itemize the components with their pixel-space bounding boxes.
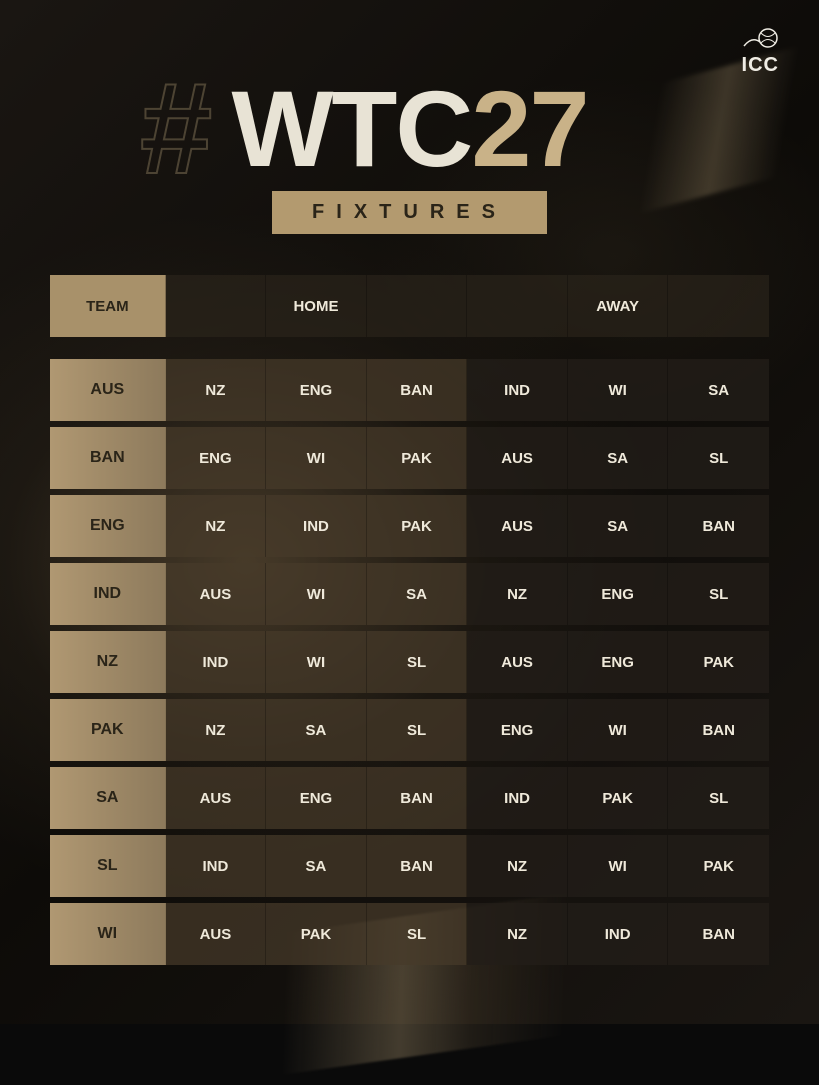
title-year: 27 (471, 68, 587, 189)
away-opponent-cell: IND (568, 903, 669, 965)
home-opponent-cell: NZ (166, 359, 267, 421)
home-opponent-cell: IND (266, 495, 367, 557)
team-cell: SA (50, 767, 166, 829)
table-row: SAAUSENGBANINDPAKSL (50, 767, 769, 829)
away-opponent-cell: AUS (467, 495, 568, 557)
table-row: AUSNZENGBANINDWISA (50, 359, 769, 421)
home-opponent-cell: BAN (367, 359, 468, 421)
title-prefix: WTC (231, 68, 471, 189)
table-row: INDAUSWISANZENGSL (50, 563, 769, 625)
away-opponent-cell: AUS (467, 631, 568, 693)
header-away-blank (668, 275, 769, 337)
away-opponent-cell: SL (668, 563, 769, 625)
team-cell: ENG (50, 495, 166, 557)
header-home: HOME (266, 275, 367, 337)
table-row: SLINDSABANNZWIPAK (50, 835, 769, 897)
away-opponent-cell: SA (568, 495, 669, 557)
table-row: WIAUSPAKSLNZINDBAN (50, 903, 769, 965)
home-opponent-cell: IND (166, 835, 267, 897)
team-cell: PAK (50, 699, 166, 761)
home-opponent-cell: SA (367, 563, 468, 625)
home-opponent-cell: NZ (166, 495, 267, 557)
home-opponent-cell: AUS (166, 767, 267, 829)
home-opponent-cell: SA (266, 699, 367, 761)
home-opponent-cell: WI (266, 631, 367, 693)
header-away-blank (467, 275, 568, 337)
table-row: PAKNZSASLENGWIBAN (50, 699, 769, 761)
fixtures-table: TEAM HOME AWAY AUSNZENGBANINDWISABANENGW… (50, 275, 769, 971)
away-opponent-cell: WI (568, 359, 669, 421)
away-opponent-cell: ENG (568, 563, 669, 625)
header-away: AWAY (568, 275, 669, 337)
team-cell: BAN (50, 427, 166, 489)
home-opponent-cell: SL (367, 903, 468, 965)
home-opponent-cell: ENG (266, 359, 367, 421)
main-title: WTC27 (0, 75, 819, 183)
table-row: NZINDWISLAUSENGPAK (50, 631, 769, 693)
home-opponent-cell: ENG (166, 427, 267, 489)
subtitle-badge: FIXTURES (272, 191, 547, 234)
away-opponent-cell: NZ (467, 903, 568, 965)
home-opponent-cell: ENG (266, 767, 367, 829)
home-opponent-cell: IND (166, 631, 267, 693)
header-home-blank (367, 275, 468, 337)
home-opponent-cell: BAN (367, 835, 468, 897)
away-opponent-cell: ENG (467, 699, 568, 761)
away-opponent-cell: NZ (467, 835, 568, 897)
away-opponent-cell: SA (668, 359, 769, 421)
team-cell: AUS (50, 359, 166, 421)
away-opponent-cell: PAK (568, 767, 669, 829)
away-opponent-cell: BAN (668, 699, 769, 761)
away-opponent-cell: BAN (668, 903, 769, 965)
away-opponent-cell: IND (467, 359, 568, 421)
header-team: TEAM (50, 275, 166, 337)
home-opponent-cell: NZ (166, 699, 267, 761)
table-row: BANENGWIPAKAUSSASL (50, 427, 769, 489)
away-opponent-cell: ENG (568, 631, 669, 693)
home-opponent-cell: PAK (367, 495, 468, 557)
home-opponent-cell: AUS (166, 903, 267, 965)
team-cell: IND (50, 563, 166, 625)
home-opponent-cell: SL (367, 699, 468, 761)
cricket-ball-icon (742, 28, 778, 52)
away-opponent-cell: PAK (668, 631, 769, 693)
home-opponent-cell: WI (266, 563, 367, 625)
home-opponent-cell: WI (266, 427, 367, 489)
away-opponent-cell: NZ (467, 563, 568, 625)
home-opponent-cell: AUS (166, 563, 267, 625)
icc-logo-text: ICC (742, 54, 779, 77)
home-opponent-cell: BAN (367, 767, 468, 829)
away-opponent-cell: AUS (467, 427, 568, 489)
team-cell: NZ (50, 631, 166, 693)
home-opponent-cell: PAK (266, 903, 367, 965)
home-opponent-cell: SA (266, 835, 367, 897)
icc-logo: ICC (742, 28, 779, 77)
away-opponent-cell: WI (568, 699, 669, 761)
table-header-row: TEAM HOME AWAY (50, 275, 769, 337)
home-opponent-cell: PAK (367, 427, 468, 489)
away-opponent-cell: SL (668, 767, 769, 829)
home-opponent-cell: SL (367, 631, 468, 693)
table-row: ENGNZINDPAKAUSSABAN (50, 495, 769, 557)
away-opponent-cell: BAN (668, 495, 769, 557)
team-cell: WI (50, 903, 166, 965)
title-block: # WTC27 FIXTURES (0, 75, 819, 234)
away-opponent-cell: IND (467, 767, 568, 829)
away-opponent-cell: WI (568, 835, 669, 897)
header-home-blank (166, 275, 267, 337)
away-opponent-cell: SL (668, 427, 769, 489)
team-cell: SL (50, 835, 166, 897)
away-opponent-cell: PAK (668, 835, 769, 897)
away-opponent-cell: SA (568, 427, 669, 489)
